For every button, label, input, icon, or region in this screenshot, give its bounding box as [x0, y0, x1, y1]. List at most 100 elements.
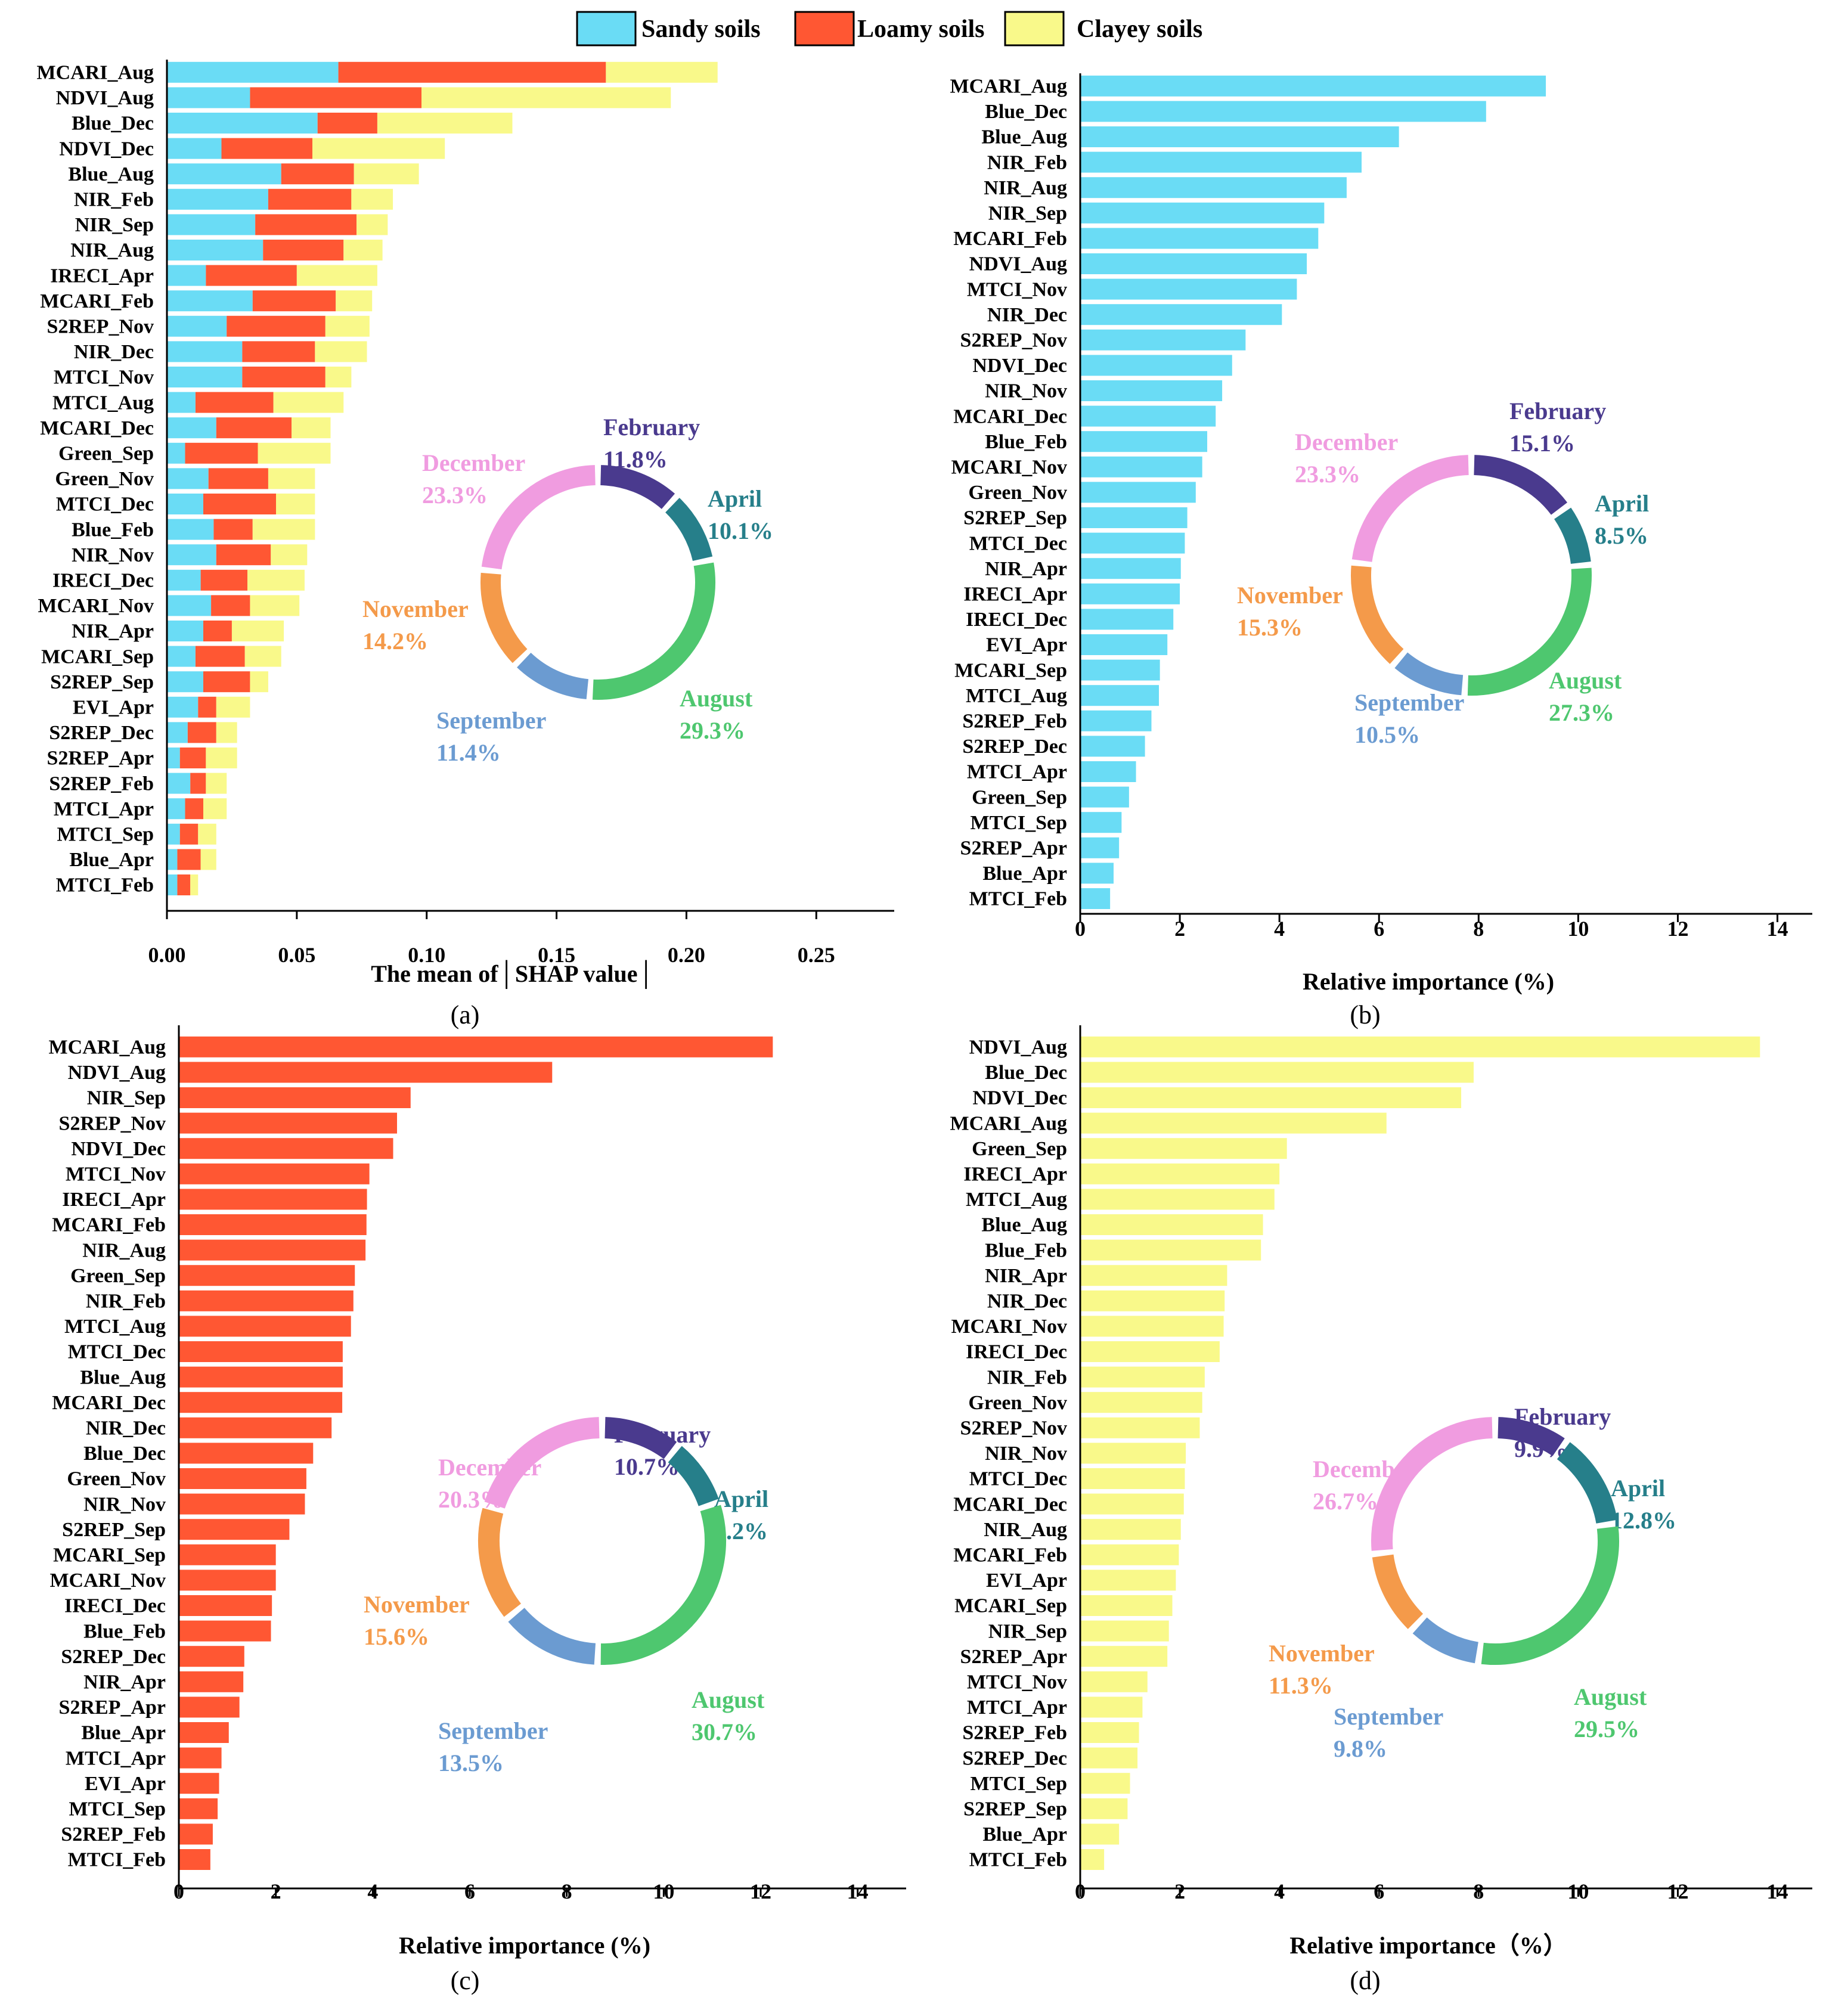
donut-label-december: December	[1295, 429, 1398, 455]
y-tick-label: MCARI_Nov	[951, 457, 1067, 479]
y-tick-label: Blue_Dec	[83, 1443, 166, 1465]
y-tick-label: MTCI_Apr	[66, 1747, 166, 1769]
bar-segment-sandy	[167, 290, 253, 312]
y-tick-label: S2REP_Sep	[963, 1798, 1067, 1820]
x-tick-label: 0.25	[798, 943, 835, 967]
bar	[1080, 1823, 1120, 1845]
y-tick-label: S2REP_Nov	[59, 1112, 166, 1134]
bar	[179, 1747, 222, 1769]
donut-label-december: December	[422, 449, 525, 476]
bar-segment-clayey	[216, 722, 237, 743]
bar	[1080, 1493, 1184, 1515]
bar	[179, 1392, 343, 1413]
bar-segment-loamy	[221, 138, 312, 159]
bar	[1080, 1239, 1261, 1261]
bar	[1080, 1646, 1168, 1667]
bar-segment-loamy	[216, 544, 271, 566]
donut-value-november: 14.2%	[362, 628, 428, 655]
donut-value-april: 12.8%	[1611, 1507, 1676, 1534]
bar-segment-loamy	[185, 442, 258, 464]
bar-segment-clayey	[231, 621, 284, 641]
y-tick-label: NIR_Apr	[985, 558, 1067, 580]
y-tick-label: IRECI_Dec	[64, 1595, 166, 1617]
donut-value-september: 9.8%	[1334, 1735, 1387, 1762]
chart-panel-3: MCARI_Aug NDVI_Aug NIR_Sep S2REP_Nov NDVI_De…	[49, 1025, 906, 1995]
bar-segment-sandy	[167, 138, 222, 159]
donut-value-november: 15.6%	[364, 1623, 429, 1650]
donut-label-december: December	[438, 1454, 541, 1481]
bar-segment-sandy	[167, 468, 209, 489]
bar-segment-clayey	[268, 468, 315, 489]
y-tick-label: NIR_Feb	[987, 1366, 1067, 1388]
bar-segment-loamy	[195, 392, 274, 413]
bar	[1080, 1087, 1462, 1108]
y-tick-label: MTCI_Aug	[64, 1316, 166, 1338]
x-tick-label: 0.10	[408, 943, 445, 967]
y-tick-label: NIR_Aug	[70, 240, 154, 262]
legend-label-loamy: Loamy soils	[857, 15, 985, 43]
bar-segment-loamy	[216, 417, 292, 439]
x-tick-label: 12	[1667, 917, 1688, 941]
bar	[1080, 1214, 1263, 1235]
y-tick-label: NIR_Nov	[72, 544, 154, 566]
bar	[1080, 1366, 1205, 1388]
donut-segment-april	[1557, 1442, 1617, 1524]
donut-segment-december	[484, 1417, 600, 1509]
x-tick-label: 0.20	[668, 943, 705, 967]
bar	[179, 1265, 355, 1286]
y-tick-label: Blue_Aug	[68, 163, 154, 185]
x-tick-label: 8	[1473, 1879, 1484, 1903]
bar	[179, 1036, 773, 1057]
bar-segment-loamy	[227, 315, 325, 337]
panel-label: (d)	[1350, 1966, 1380, 1995]
y-tick-label: S2REP_Sep	[62, 1519, 166, 1541]
y-tick-label: IRECI_Dec	[966, 609, 1067, 631]
y-tick-label: MCARI_Dec	[953, 1493, 1067, 1515]
y-tick-label: Green_Sep	[972, 1138, 1067, 1160]
bar	[1080, 431, 1208, 452]
y-tick-label: Blue_Feb	[985, 1239, 1067, 1261]
bar	[1080, 1570, 1176, 1591]
bar	[1080, 1417, 1200, 1438]
bar-segment-clayey	[250, 595, 300, 616]
x-tick-label: 2	[1174, 917, 1185, 941]
bar-segment-clayey	[190, 874, 199, 895]
x-tick-label: 6	[1374, 1879, 1384, 1903]
y-tick-label: S2REP_Feb	[962, 1722, 1067, 1744]
y-tick-label: MTCI_Sep	[57, 824, 154, 846]
bar	[1080, 482, 1196, 503]
bar	[1080, 1265, 1227, 1286]
y-tick-label: MCARI_Feb	[52, 1214, 166, 1236]
donut-label-september: September	[438, 1717, 548, 1744]
bar-segment-clayey	[312, 138, 445, 159]
bar-segment-loamy	[177, 874, 191, 895]
bar-segment-loamy	[281, 163, 354, 185]
month-donut: February10.7%April9.2%August30.7%Septemb…	[364, 1417, 768, 1776]
panel-label: (b)	[1350, 1000, 1380, 1029]
bar	[1080, 659, 1160, 681]
legend-swatch-sandy	[576, 11, 637, 46]
donut-value-december: 26.7%	[1313, 1488, 1378, 1515]
donut-label-november: November	[362, 596, 469, 622]
bar	[179, 1544, 276, 1565]
bar	[1080, 736, 1145, 757]
bar	[1080, 558, 1181, 579]
y-tick-label: S2REP_Feb	[962, 711, 1067, 733]
bar-segment-sandy	[167, 773, 191, 794]
bar-segment-loamy	[255, 214, 357, 235]
y-tick-label: MCARI_Sep	[954, 659, 1067, 681]
bar	[1080, 456, 1202, 477]
month-donut: February 11.8% April 10.1% August 29.3% Septem…	[362, 414, 773, 766]
y-tick-label: MTCI_Nov	[66, 1164, 166, 1186]
bar-segment-sandy	[167, 265, 206, 286]
y-tick-label: S2REP_Dec	[61, 1646, 166, 1668]
donut-value-august: 27.3%	[1549, 699, 1614, 726]
bar	[1080, 1341, 1220, 1362]
donut-value-december: 23.3%	[422, 482, 488, 508]
x-tick-label: 6	[1374, 917, 1384, 941]
y-tick-label: Green_Nov	[55, 468, 154, 490]
bar	[179, 1062, 553, 1083]
y-tick-label: MCARI_Dec	[52, 1392, 166, 1414]
bar-segment-sandy	[167, 442, 185, 464]
bar-segment-loamy	[206, 265, 297, 286]
